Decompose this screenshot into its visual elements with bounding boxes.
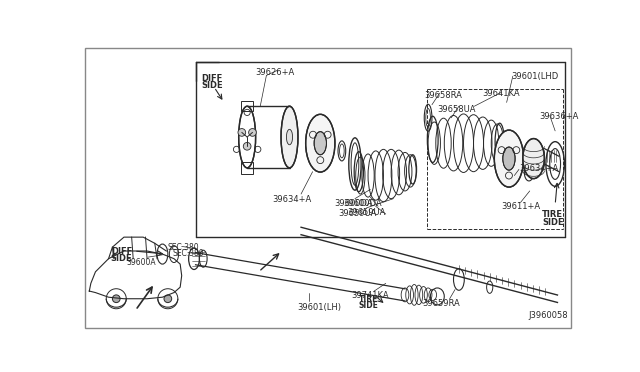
Text: TIRE: TIRE [542, 210, 563, 219]
Text: 39658UA: 39658UA [437, 105, 476, 114]
Text: J3960058: J3960058 [528, 311, 568, 320]
Text: 39659UA: 39659UA [348, 208, 386, 217]
Text: 39600DA: 39600DA [334, 199, 372, 208]
Text: SEC.380: SEC.380 [168, 243, 200, 252]
Text: 39659UA: 39659UA [338, 209, 376, 218]
Text: SEC.380: SEC.380 [172, 250, 204, 259]
Circle shape [113, 295, 120, 302]
Text: 39601(LH): 39601(LH) [297, 302, 341, 312]
Text: DIFF: DIFF [201, 74, 222, 83]
Text: TIRE: TIRE [359, 295, 378, 304]
Ellipse shape [494, 130, 524, 187]
Text: 39641KA: 39641KA [482, 89, 520, 98]
Text: SIDE: SIDE [542, 218, 564, 227]
Text: 39601(LHD: 39601(LHD [511, 71, 559, 81]
Text: 39600A: 39600A [126, 258, 156, 267]
Text: 39636+A: 39636+A [539, 112, 579, 121]
Ellipse shape [281, 106, 298, 168]
Circle shape [164, 295, 172, 302]
Text: 39658RA: 39658RA [424, 91, 462, 100]
Circle shape [243, 142, 251, 150]
Text: SIDE: SIDE [359, 301, 379, 310]
Text: 39634+A: 39634+A [273, 195, 312, 204]
Text: SIDE: SIDE [111, 254, 132, 263]
Ellipse shape [314, 132, 326, 155]
Text: SIDE: SIDE [201, 81, 223, 90]
Circle shape [248, 129, 257, 136]
Text: 39600DA: 39600DA [344, 199, 382, 208]
Text: DIFF: DIFF [111, 247, 132, 256]
Ellipse shape [239, 106, 255, 168]
Ellipse shape [306, 114, 335, 172]
Text: 39634+A: 39634+A [519, 164, 558, 173]
Circle shape [238, 129, 246, 136]
Text: 39741KA: 39741KA [351, 291, 388, 300]
Text: 39611+A: 39611+A [501, 202, 540, 212]
Text: 39626+A: 39626+A [255, 68, 294, 77]
Text: 39659RA: 39659RA [422, 299, 460, 308]
Ellipse shape [523, 139, 545, 179]
Ellipse shape [503, 147, 515, 170]
Ellipse shape [287, 129, 292, 145]
